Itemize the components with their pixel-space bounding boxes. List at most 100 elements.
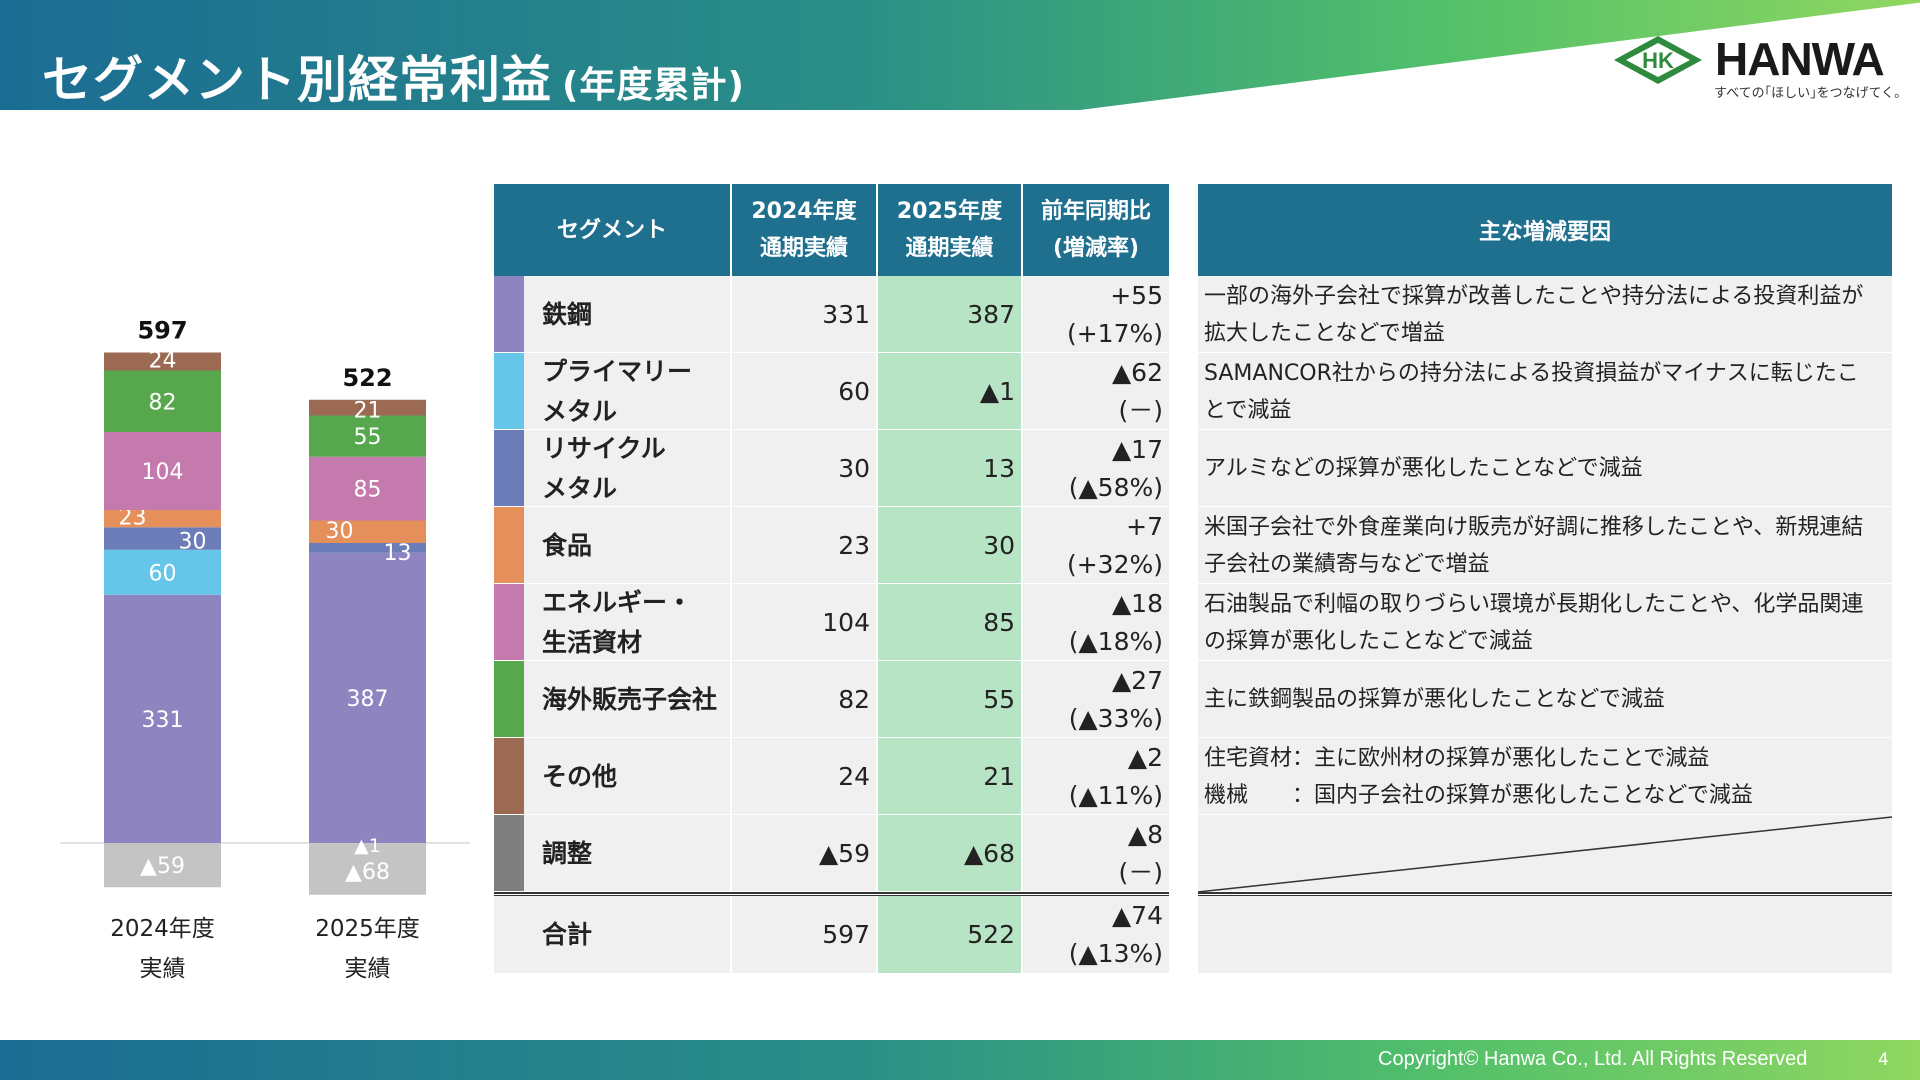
bar-label-recycle_metal-1: 13 [384,541,412,566]
column-divider [730,738,732,815]
bar-other-1 [309,399,426,416]
bar-overseas-1 [309,415,426,457]
cell-2024: 24 [732,738,876,815]
column-divider [1021,815,1023,892]
column-divider [876,276,878,353]
cell-2024-value: ▲59 [818,839,870,868]
cell-2024-value: 597 [822,920,870,949]
table-row: 食品 23 30 +7 (+32%) [494,507,1169,584]
column-divider [730,661,732,738]
cell-yoy: +55 (+17%) [1023,276,1169,353]
cell-2025-value: ▲1 [979,377,1015,406]
segment-name-line: リサイクル [542,433,666,463]
segment-name-lines: プライマリー メタル [542,352,692,432]
bar-label-food-1: 30 [326,519,354,544]
segment-name-line: メタル [542,473,618,503]
column-divider [876,353,878,430]
bar-energy-1 [309,456,426,521]
reason-row: 住宅資材：主に欧州材の採算が悪化したことで減益 機械 ：国内子会社の採算が悪化した… [1198,738,1892,815]
reason-line: 石油製品で利幅の取りづらい環境が長期化したことや、化学品関連 [1204,591,1864,617]
cell-yoy: ▲17 (▲58%) [1023,430,1169,507]
column-divider [730,815,732,892]
bar-food-1 [309,520,426,543]
column-divider [876,661,878,738]
column-divider [1021,507,1023,584]
reason-line: の採算が悪化したことなどで減益 [1204,628,1533,654]
cell-2024-value: 331 [822,300,870,329]
cell-2025-value: 13 [983,454,1015,483]
column-divider [1021,584,1023,661]
segment-name-line: プライマリー [542,356,693,386]
segment-name: 合計 [494,896,730,973]
column-divider [1021,896,1023,973]
yoy-rate: (▲58%) [1068,472,1163,502]
column-divider [876,815,878,892]
segment-name: その他 [524,738,730,815]
hanwa-logo: HK HANWA すべての｢ほしい｣をつなげてく。 [1610,28,1910,103]
segment-name: 鉄鋼 [524,276,730,353]
table-row: リサイクル メタル 30 13 ▲17 (▲58%) [494,430,1169,507]
bar-label-steel-1: 387 [347,687,389,712]
th-2024: 2024年度 通期実績 [732,184,876,276]
cell-2024: 104 [732,584,876,661]
bar-neg-adjust-0 [104,843,221,888]
segment-color-swatch [494,661,524,738]
cell-yoy: +7 (+32%) [1023,507,1169,584]
cell-yoy: ▲8 (－) [1023,815,1169,892]
cell-2025-value: ▲68 [963,839,1015,868]
column-divider [1021,430,1023,507]
category-label-1-0: 2025年度 [315,916,420,942]
segment-name-line: 鉄鋼 [542,299,593,329]
cell-2024: 331 [732,276,876,353]
table-row: その他 24 21 ▲2 (▲11%) [494,738,1169,815]
segment-name: 調整 [524,815,730,892]
bar-label-overseas-0: 82 [149,390,177,415]
segment-name: 海外販売子会社 [524,661,730,738]
th-2024-line1: 2024年度 [751,199,857,224]
total-separator [1198,892,1892,896]
yoy-change: ▲18 [1111,588,1163,618]
cell-yoy: ▲18 (▲18%) [1023,584,1169,661]
column-divider [876,430,878,507]
total-label-1: 522 [342,364,392,392]
not-applicable-diagonal [1198,816,1892,892]
bar-food-0 [104,510,221,528]
reason-row: 主に鉄鋼製品の採算が悪化したことなどで減益 [1198,661,1892,738]
yoy-rate: (－) [1118,857,1163,887]
reason-row: SAMANCOR社からの持分法による投資損益がマイナスに転じたこ とで減益 [1198,353,1892,430]
category-label-1-1: 実績 [345,956,391,982]
th-yoy-line1: 前年同期比 [1040,199,1151,224]
hk-diamond-icon: HK [1614,36,1702,84]
total-label-0: 597 [137,317,187,345]
total-separator [494,892,1169,896]
cell-2025: 522 [878,896,1021,973]
cell-yoy: ▲2 (▲11%) [1023,738,1169,815]
cell-yoy: ▲74 (▲13%) [1023,896,1169,973]
bar-label-overseas-1: 55 [354,425,382,450]
yoy-rate: (▲33%) [1068,703,1163,733]
reason-line: 主に鉄鋼製品の採算が悪化したことなどで減益 [1204,687,1665,712]
column-divider [730,430,732,507]
column-divider [876,507,878,584]
bar-other-0 [104,352,221,371]
bar-steel-1 [309,552,426,843]
bar-label-other-1: 21 [354,399,382,424]
category-label-0-1: 実績 [140,956,186,982]
cell-2025: 387 [878,276,1021,353]
segment-name-line: 合計 [542,919,593,949]
th-2024-line2: 通期実績 [759,236,848,261]
segment-name: エネルギー・ 生活資材 [524,584,730,661]
cell-2025: 21 [878,738,1021,815]
column-divider [1021,353,1023,430]
column-divider [876,896,878,973]
bar-label-steel-0: 331 [142,708,184,733]
page-number: 4 [1878,1050,1889,1070]
column-divider [730,353,732,430]
segment-name-line: 食品 [542,530,593,560]
segment-name-line: 生活資材 [542,627,643,657]
th-yoy-line2: (増減率) [1052,236,1140,261]
category-label-0-0: 2024年度 [110,916,215,942]
segment-name-line: エネルギー・ [542,587,693,617]
th-yoy: 前年同期比 (増減率) [1023,184,1169,276]
yoy-rate: (▲18%) [1068,626,1163,656]
